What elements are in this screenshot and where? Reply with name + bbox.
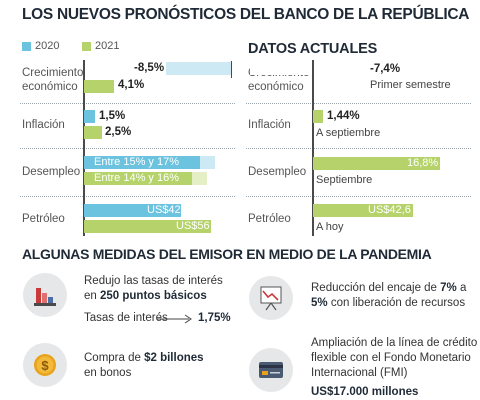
reserve-line2: 5% con liberación de recursos (311, 296, 466, 311)
bar-2020-unemployment (84, 156, 200, 169)
arrow-right-icon (157, 314, 192, 324)
row-divider (246, 148, 471, 149)
rates-value: 1,75% (198, 312, 231, 324)
current-value-oil: US$42,6 (368, 204, 411, 216)
legend-swatch-2021 (82, 42, 91, 51)
current-note-oil: A hoy (316, 221, 344, 233)
row-divider (246, 103, 471, 104)
reserve-line1-suffix: a (459, 282, 467, 294)
current-bar-inflation (313, 110, 323, 123)
current-row-label-inflation: Inflación (248, 119, 291, 131)
current-value-inflation: 1,44% (327, 110, 360, 122)
bonds-amount: $2 billones (144, 352, 204, 364)
row-divider (246, 196, 471, 197)
current-note-growth: Primer semestre (370, 79, 451, 91)
current-row-label-unemployment: Desempleo (248, 166, 307, 178)
rates-label: Tasas de interés (84, 312, 168, 324)
fmi-line2: flexible con el Fondo Monetario (311, 352, 471, 364)
forecast-axis (83, 60, 85, 236)
bar-2021-unemployment-range (192, 172, 207, 185)
rates-text: Redujo las tasas de interés en 250 punto… (84, 274, 223, 304)
value-label-2020-growth: -8,5% (134, 62, 165, 74)
legend-label-2021: 2021 (95, 40, 120, 52)
dollar-coin-icon: $ (23, 343, 67, 387)
value-label-2020-unemployment: Entre 15% y 17% (94, 156, 179, 168)
legend-swatch-2020 (22, 42, 31, 51)
svg-text:$: $ (41, 358, 49, 373)
reserve-text: Reducción del encaje de 7% a 5% con libe… (311, 281, 466, 311)
current-bar-growth (250, 63, 311, 75)
current-value-growth: -7,4% (370, 63, 401, 75)
row-divider (20, 103, 235, 104)
reserve-line2-suffix: con liberación de recursos (330, 297, 466, 309)
bar-2020-oil (84, 204, 181, 217)
value-label-2021-unemployment: Entre 14% y 16% (94, 172, 179, 184)
bar-2021-growth (84, 80, 114, 93)
growth-negative-end-marker (231, 61, 232, 78)
bar-2021-inflation (84, 126, 102, 139)
page-title: LOS NUEVOS PRONÓSTICOS DEL BANCO DE LA R… (22, 6, 470, 23)
current-data-title: DATOS ACTUALES (248, 41, 378, 57)
row-divider (20, 148, 235, 149)
bar-2021-unemployment (84, 172, 192, 185)
current-note-unemployment: Septiembre (316, 174, 373, 186)
current-value-unemployment: 16,8% (407, 157, 439, 169)
bar-2021-oil (84, 220, 211, 233)
measures-title: ALGUNAS MEDIDAS DEL EMISOR EN MEDIO DE L… (22, 246, 432, 262)
value-label-2020-oil: US$42 (147, 204, 181, 216)
row-divider (20, 196, 235, 197)
credit-card-icon (249, 348, 293, 392)
bar-2020-inflation (84, 110, 95, 123)
current-note-inflation: A septiembre (316, 127, 381, 139)
bar-chart-icon (23, 273, 67, 317)
bonds-line2: en bonos (84, 367, 132, 379)
rates-line1: Redujo las tasas de interés (84, 275, 223, 287)
fmi-amount: US$17.000 millones (311, 386, 419, 398)
row-label-unemployment: Desempleo (22, 166, 81, 178)
bar-2020-unemployment-range (200, 156, 215, 169)
reserve-to: 5% (311, 297, 328, 309)
value-label-2020-inflation: 1,5% (99, 110, 126, 122)
bonds-text: Compra de $2 billones en bonos (84, 351, 204, 381)
presentation-chart-icon (249, 276, 293, 320)
current-bar-oil (313, 204, 413, 217)
current-bar-unemployment (313, 157, 440, 170)
row-label-inflation: Inflación (22, 119, 65, 131)
rates-line2: en 250 puntos básicos (84, 289, 223, 304)
bonds-line1: Compra de $2 billones (84, 351, 204, 366)
row-label-oil: Petróleo (22, 213, 65, 225)
fmi-text: Ampliación de la línea de crédito flexib… (311, 336, 477, 381)
rates-basis-points: 250 puntos básicos (100, 290, 207, 302)
current-axis (312, 60, 314, 236)
fmi-line1: Ampliación de la línea de crédito (311, 337, 478, 349)
reserve-line1: Reducción del encaje de 7% a (311, 281, 466, 296)
reserve-line1-prefix: Reducción del encaje de (311, 282, 437, 294)
current-row-label-oil: Petróleo (248, 213, 291, 225)
legend-label-2020: 2020 (35, 40, 60, 52)
rates-line2-prefix: en (84, 290, 97, 302)
value-label-2021-inflation: 2,5% (105, 126, 132, 138)
bar-2020-growth (166, 62, 231, 75)
value-label-2021-oil: US$56 (176, 220, 210, 232)
value-label-2021-growth: 4,1% (118, 79, 145, 91)
bonds-prefix: Compra de (84, 352, 141, 364)
row-label-growth: Crecimiento económico (22, 67, 84, 93)
reserve-from: 7% (440, 282, 457, 294)
fmi-line3: Internacional (FMI) (311, 367, 408, 379)
